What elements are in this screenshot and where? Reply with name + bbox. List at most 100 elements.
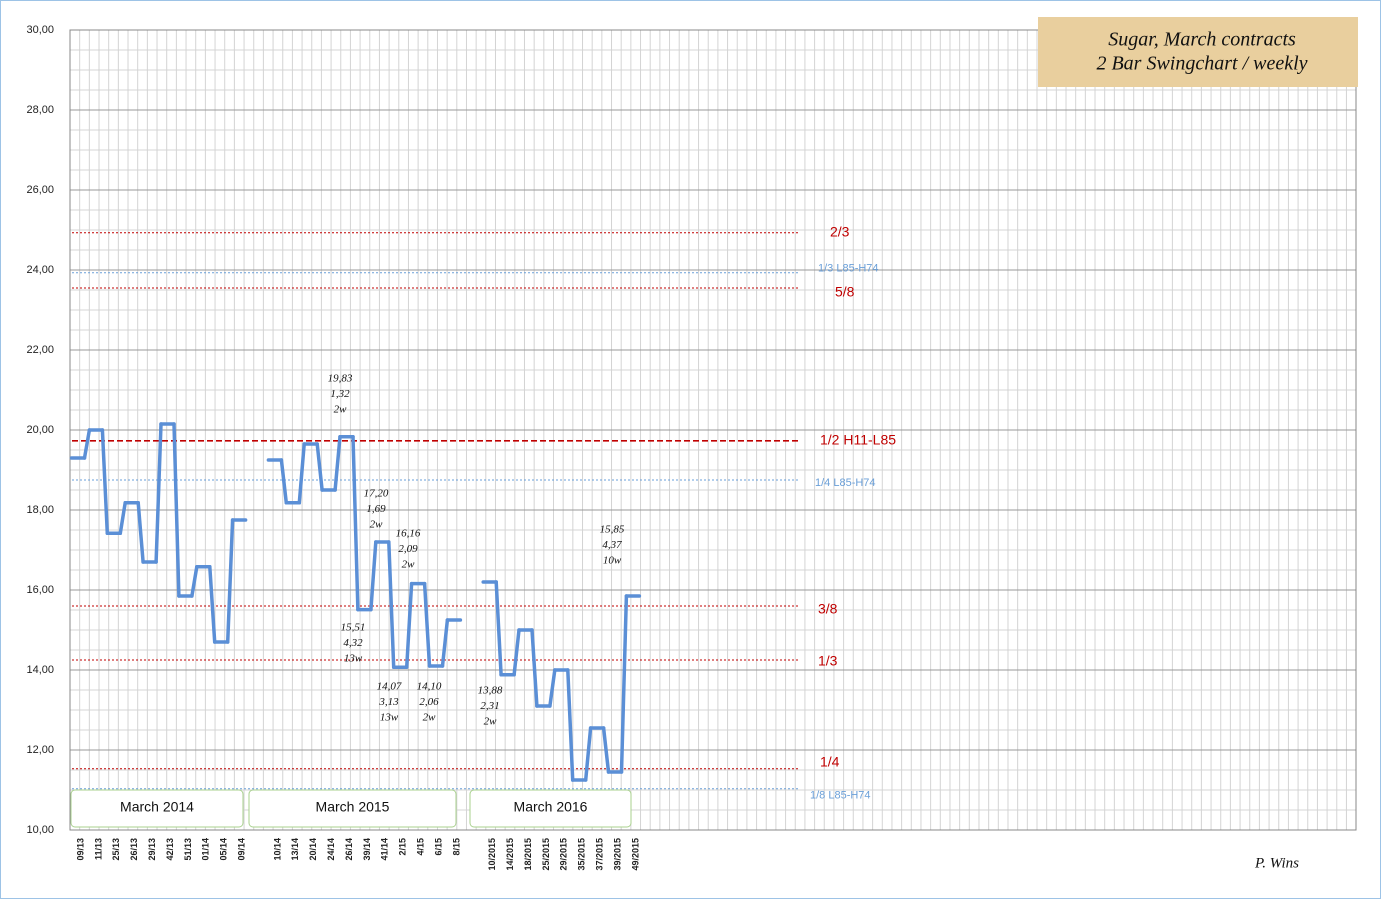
x-tick-label: 05/14 <box>219 838 229 861</box>
contract-label: March 2016 <box>514 799 588 815</box>
x-tick-label: 35/2015 <box>577 838 587 871</box>
reference-label: 1/3 <box>818 653 838 669</box>
swing-connector <box>583 726 593 782</box>
swing-connector <box>404 581 414 669</box>
swing-connector <box>297 442 306 505</box>
reference-label: 1/8 L85-H74 <box>810 790 871 802</box>
annotation: 4,32 <box>343 637 363 649</box>
annotation: 15,51 <box>341 622 366 634</box>
swing-connector <box>100 428 110 535</box>
swing-connector <box>136 501 145 564</box>
swing-connector <box>315 442 324 492</box>
swing-connector <box>530 628 539 708</box>
reference-label: 1/2 H11-L85 <box>820 432 896 448</box>
x-tick-label: 11/13 <box>93 838 103 860</box>
swing-connector <box>208 565 217 644</box>
contract-box <box>70 789 244 828</box>
annotation: 15,85 <box>600 524 625 536</box>
swing-connector <box>387 540 396 669</box>
annotation: 1,32 <box>330 388 350 400</box>
reference-label: 1/3 L85-H74 <box>818 263 879 275</box>
swing-connector <box>601 726 611 774</box>
title-box <box>1038 17 1358 87</box>
annotation: 2w <box>423 712 437 724</box>
x-tick-label: 26/14 <box>344 838 354 861</box>
x-tick-label: 29/2015 <box>559 838 569 871</box>
x-tick-label: 8/15 <box>451 838 461 856</box>
swing-connector <box>279 458 289 505</box>
annotation: 1,69 <box>366 503 386 515</box>
author: P. Wins <box>1254 855 1299 871</box>
annotation: 19,83 <box>328 373 353 385</box>
x-tick-label: 09/13 <box>75 838 85 861</box>
annotation: 16,16 <box>396 528 421 540</box>
swing-connector <box>512 628 521 677</box>
y-tick-label: 20,00 <box>26 424 54 436</box>
y-tick-label: 10,00 <box>26 824 54 836</box>
annotation: 3,13 <box>378 696 399 708</box>
x-tick-label: 01/14 <box>201 838 211 861</box>
annotation: 17,20 <box>364 488 389 500</box>
swing-connector <box>172 422 181 598</box>
x-tick-label: 10/14 <box>272 838 282 861</box>
x-tick-label: 25/2015 <box>541 838 551 871</box>
x-tick-label: 6/15 <box>433 838 443 856</box>
swing-connector <box>494 580 503 677</box>
plot-area <box>69 29 1357 831</box>
x-tick-label: 39/2015 <box>612 838 622 871</box>
annotation: 14,07 <box>377 681 402 693</box>
annotation: 2w <box>402 559 416 571</box>
swing-connector <box>422 581 432 668</box>
x-tick-label: 24/14 <box>326 838 336 861</box>
swing-connector <box>190 565 199 598</box>
x-tick-label: 41/14 <box>380 838 390 861</box>
swing-connector <box>351 435 360 612</box>
annotation: 2w <box>370 519 384 531</box>
y-tick-label: 30,00 <box>26 24 54 36</box>
swing-connector <box>225 518 235 644</box>
reference-label: 3/8 <box>818 601 838 617</box>
swing-connector <box>154 422 163 564</box>
y-tick-label: 24,00 <box>26 264 54 276</box>
swing-connector <box>619 594 629 774</box>
annotation: 2w <box>484 716 498 728</box>
contract-label: March 2015 <box>316 799 390 815</box>
x-tick-label: 09/14 <box>236 838 246 861</box>
swing-connector <box>566 668 575 782</box>
x-tick-label: 39/14 <box>362 838 372 861</box>
annotation: 2,06 <box>419 696 439 708</box>
annotation: 14,10 <box>417 681 442 693</box>
y-tick-label: 18,00 <box>26 504 54 516</box>
x-tick-label: 10/2015 <box>487 838 497 871</box>
x-tick-label: 4/15 <box>415 838 425 856</box>
x-tick-label: 29/13 <box>147 838 157 861</box>
contract-box <box>248 789 457 828</box>
x-tick-label: 14/2015 <box>505 838 515 871</box>
reference-label: 5/8 <box>835 284 855 300</box>
annotation: 2,31 <box>480 700 499 712</box>
reference-label: 1/4 L85-H74 <box>815 477 876 489</box>
swing-connector <box>333 435 342 492</box>
contract-box <box>469 789 632 828</box>
x-tick-label: 26/13 <box>129 838 139 861</box>
swing-connector <box>440 618 450 668</box>
annotation: 4,37 <box>602 539 622 551</box>
annotation: 10w <box>603 555 622 567</box>
chart-subtitle: 2 Bar Swingchart / weekly <box>1096 53 1307 75</box>
annotation: 13,88 <box>478 685 503 697</box>
x-tick-label: 42/13 <box>165 838 175 861</box>
contract-label: March 2014 <box>120 799 194 815</box>
reference-label: 2/3 <box>830 224 850 240</box>
chart-title: Sugar, March contracts <box>1108 29 1296 51</box>
x-tick-label: 37/2015 <box>594 838 604 871</box>
annotation: 13w <box>380 712 399 724</box>
x-tick-label: 13/14 <box>290 838 300 861</box>
x-tick-label: 49/2015 <box>630 838 640 871</box>
x-tick-label: 2/15 <box>398 838 408 856</box>
swing-connector <box>118 501 127 535</box>
y-tick-label: 28,00 <box>26 104 54 116</box>
swing-connector <box>548 668 557 708</box>
x-tick-label: 25/13 <box>111 838 121 861</box>
y-tick-label: 12,00 <box>26 744 54 756</box>
